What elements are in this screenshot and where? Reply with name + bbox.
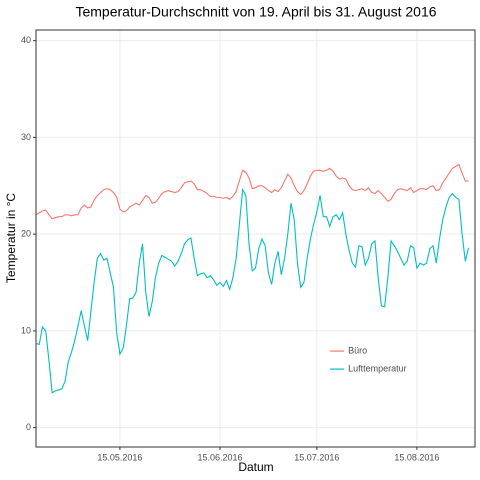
x-axis-title: Datum (238, 460, 273, 474)
y-tick-label: 40 (21, 35, 31, 45)
series-line (35, 187, 470, 394)
y-tick-label: 0 (26, 422, 31, 432)
x-tick-label: 15.08.2016 (394, 452, 439, 462)
x-tick-label: 15.06.2016 (197, 452, 242, 462)
legend-label: Büro (348, 345, 367, 355)
x-tick-label: 15.07.2016 (294, 452, 339, 462)
plot-border (35, 29, 476, 448)
y-tick-label: 20 (21, 229, 31, 239)
legend-label: Lufttemperatur (348, 363, 407, 373)
y-tick-label: 10 (21, 325, 31, 335)
chart-title: Temperatur-Durchschnitt von 19. April bi… (75, 4, 436, 20)
y-axis-title: Temperatur in °C (4, 193, 18, 283)
series-line (35, 163, 469, 220)
y-tick-label: 30 (21, 132, 31, 142)
plot-background (36, 30, 475, 447)
x-tick-label: 15.05.2016 (97, 452, 142, 462)
